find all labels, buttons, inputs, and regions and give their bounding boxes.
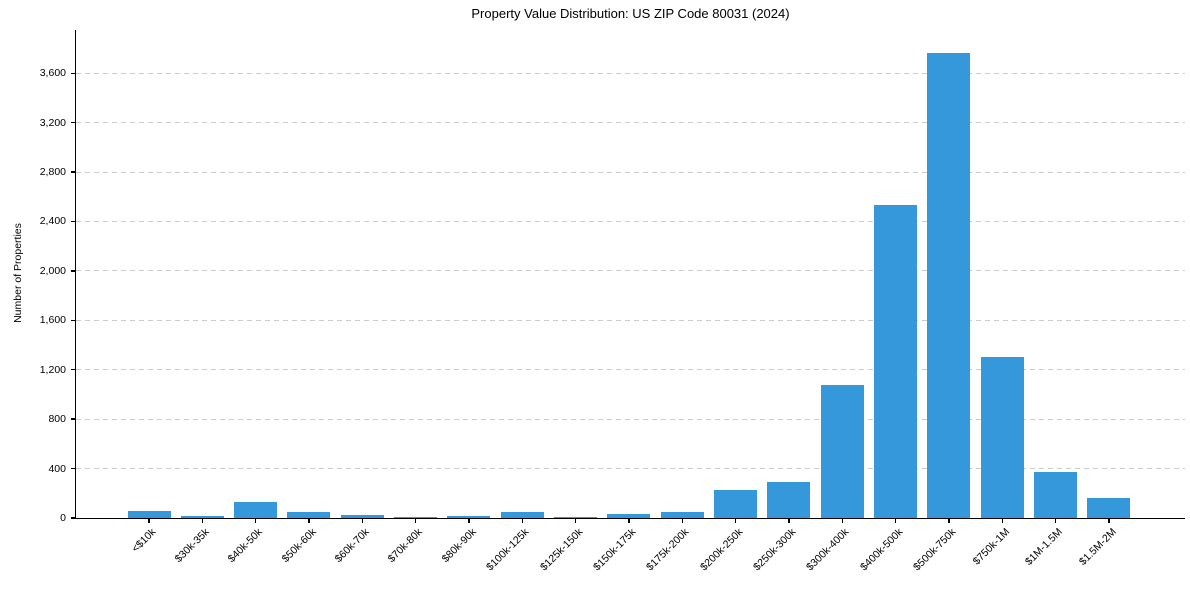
y-tick-label: 2,800 <box>39 166 66 179</box>
x-tick-label: $150k-175k <box>591 526 639 574</box>
x-tick-label: $60k-70k <box>332 526 372 566</box>
y-tick-label: 3,600 <box>39 67 66 80</box>
y-tick-mark <box>70 121 76 124</box>
x-tick-label: $250k-300k <box>751 526 799 574</box>
x-tick-label: <$10k <box>129 526 159 555</box>
x-tick-label: $125k-150k <box>537 526 586 574</box>
plot-area <box>76 30 1185 518</box>
x-tick-mark <box>1001 518 1003 523</box>
bar <box>927 53 971 518</box>
x-tick-label: $30k-35k <box>172 526 212 566</box>
x-tick-mark <box>628 518 630 523</box>
bar <box>500 511 544 518</box>
gridline <box>76 171 1185 173</box>
y-tick-label: 3,200 <box>39 116 66 129</box>
y-tick-mark <box>70 517 76 519</box>
bar <box>287 511 331 518</box>
x-axis-spine <box>74 518 1185 520</box>
x-tick-mark <box>1054 518 1057 523</box>
y-tick-label: 1,200 <box>39 363 66 376</box>
gridline <box>76 418 1185 420</box>
y-tick-mark <box>70 72 76 74</box>
x-tick-mark <box>521 518 523 523</box>
x-tick-mark <box>148 518 150 523</box>
x-tick-mark <box>788 518 790 523</box>
x-tick-label: $1.5M-2M <box>1076 526 1119 568</box>
bar <box>980 357 1024 518</box>
gridline <box>76 369 1185 371</box>
x-tick-mark <box>254 518 257 523</box>
x-tick-label: $1M-1.5M <box>1023 526 1066 568</box>
x-tick-mark <box>734 518 737 523</box>
y-tick-mark <box>70 220 76 223</box>
y-tick-mark <box>70 467 76 470</box>
gridline <box>76 122 1185 124</box>
x-tick-mark <box>1108 518 1110 523</box>
x-tick-mark <box>468 518 470 523</box>
x-tick-label: $80k-90k <box>439 526 479 566</box>
y-tick-label: 1,600 <box>39 314 66 327</box>
x-tick-mark <box>574 518 577 523</box>
x-tick-label: $40k-50k <box>226 526 266 566</box>
bar <box>714 489 758 518</box>
bar <box>874 205 918 518</box>
x-tick-label: $100k-125k <box>484 526 532 574</box>
y-tick-mark <box>70 369 76 371</box>
bar <box>607 514 651 518</box>
y-tick-mark <box>70 418 76 420</box>
x-tick-mark <box>841 518 843 523</box>
y-tick-mark <box>70 319 76 322</box>
bar <box>1034 472 1078 518</box>
y-axis-spine <box>74 30 77 520</box>
x-tick-label: $400k-500k <box>857 526 906 574</box>
y-tick-label: 2,400 <box>39 215 66 228</box>
x-tick-label: $500k-750k <box>911 526 959 574</box>
bar <box>180 515 224 518</box>
bar <box>340 514 384 518</box>
bar <box>554 516 598 518</box>
y-tick-mark <box>70 270 76 272</box>
x-tick-mark <box>414 518 417 523</box>
bar <box>1087 498 1131 518</box>
gridline <box>76 220 1185 222</box>
bar <box>394 516 438 518</box>
gridline <box>76 72 1185 74</box>
gridline <box>76 319 1185 321</box>
y-tick-label: 800 <box>48 413 66 426</box>
x-tick-label: $175k-200k <box>644 526 692 574</box>
bar <box>767 482 811 518</box>
bar <box>660 512 704 518</box>
y-tick-mark <box>70 171 76 173</box>
chart-title: Property Value Distribution: US ZIP Code… <box>471 6 790 21</box>
gridline <box>76 270 1185 272</box>
x-tick-label: $50k-60k <box>279 526 319 566</box>
bar <box>447 516 491 518</box>
y-tick-label: 400 <box>48 462 66 475</box>
x-tick-mark <box>894 518 897 523</box>
y-tick-label: 2,000 <box>39 264 66 277</box>
bar <box>820 384 864 518</box>
x-tick-label: $300k-400k <box>804 526 852 574</box>
x-tick-label: $750k-1M <box>970 526 1012 568</box>
x-tick-mark <box>201 518 204 523</box>
x-tick-mark <box>948 518 950 523</box>
bar <box>127 510 171 518</box>
x-tick-mark <box>681 518 683 523</box>
y-tick-label: 0 <box>60 512 66 524</box>
x-tick-mark <box>308 518 310 523</box>
x-tick-mark <box>361 518 363 523</box>
gridline <box>76 468 1185 470</box>
x-tick-label: $70k-80k <box>386 526 426 566</box>
bar <box>234 501 278 518</box>
x-tick-label: $200k-250k <box>697 526 746 574</box>
